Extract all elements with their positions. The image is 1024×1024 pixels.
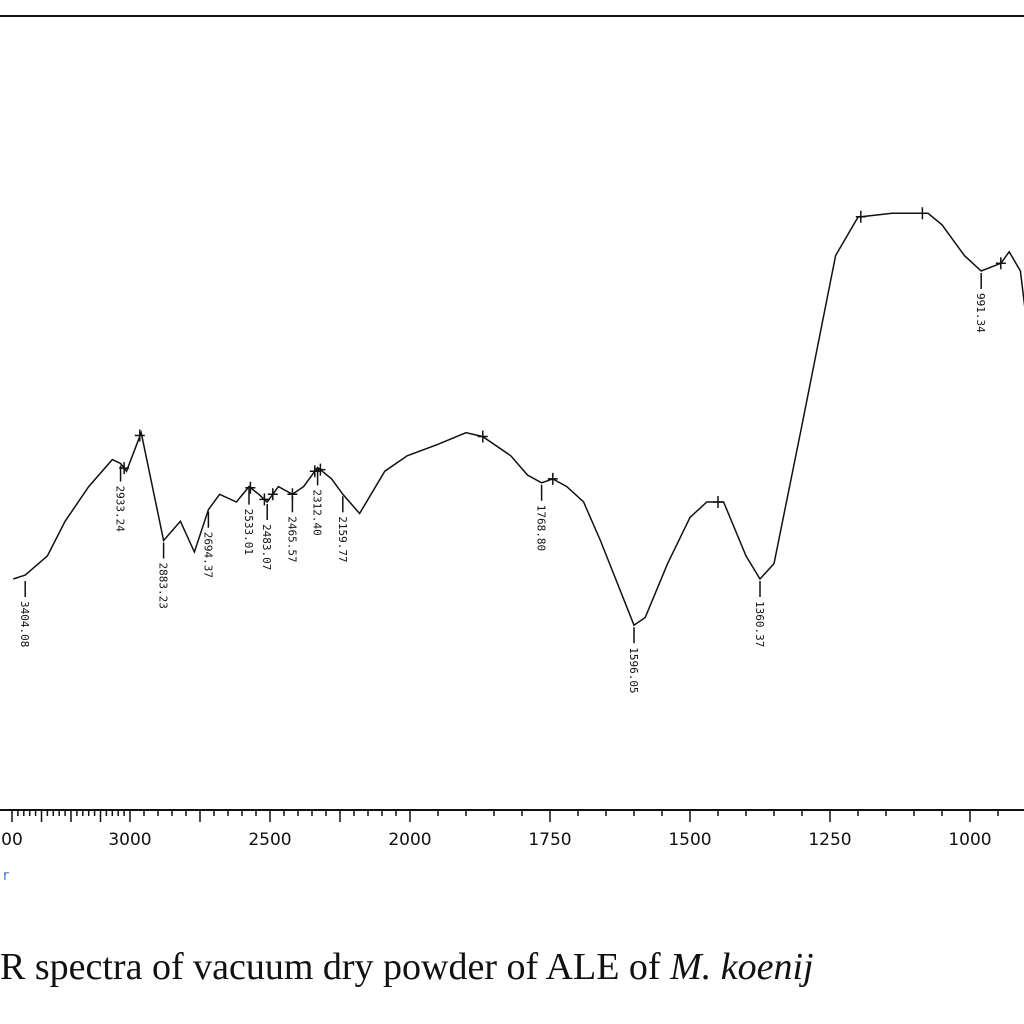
x-tick-label: 1250 bbox=[808, 830, 851, 850]
x-tick-label: 2500 bbox=[248, 830, 291, 850]
x-tick-label: 1750 bbox=[528, 830, 571, 850]
peak-cross-mark bbox=[267, 488, 278, 501]
peak-cross-marks bbox=[119, 207, 1006, 508]
peak-cross-mark bbox=[477, 430, 488, 443]
peak-label: 1360.37 bbox=[753, 601, 766, 647]
peak-label: 2933.24 bbox=[114, 486, 127, 533]
peak-cross-mark bbox=[547, 472, 558, 485]
peak-label: 2533.01 bbox=[242, 509, 255, 555]
peak-label: 2483.07 bbox=[260, 524, 273, 570]
x-tick-label: 1000 bbox=[948, 830, 991, 850]
caption-text: R spectra of vacuum dry powder of ALE of bbox=[0, 946, 671, 988]
peak-cross-mark bbox=[245, 481, 256, 494]
ir-spectrum-chart: 00 3000 2500 2000 1750 1500 1250 1000 3404.08 29… bbox=[0, 15, 1024, 884]
x-axis-tick-labels: 00 3000 2500 2000 1750 1500 1250 1000 bbox=[1, 830, 991, 850]
peak-cross-mark bbox=[134, 429, 145, 442]
peak-cross-mark bbox=[917, 207, 928, 220]
peak-cross-mark bbox=[259, 493, 270, 506]
peak-label: 2465.57 bbox=[285, 516, 298, 562]
x-tick-label: 1500 bbox=[668, 830, 711, 850]
x-tick-label: 2000 bbox=[388, 830, 431, 850]
x-axis-ticks bbox=[11, 810, 999, 822]
peak-label: 1596.05 bbox=[627, 647, 640, 693]
peak-label: 1768.80 bbox=[535, 505, 548, 551]
caption-species: M. koenij bbox=[670, 946, 814, 988]
peak-label: 2159.77 bbox=[336, 516, 349, 562]
x-tick-label: 00 bbox=[1, 830, 23, 850]
peak-label: 2312.40 bbox=[311, 489, 324, 535]
peak-label: 2883.23 bbox=[157, 563, 170, 609]
peak-label: 2694.37 bbox=[201, 532, 214, 578]
peak-cross-mark bbox=[855, 210, 866, 223]
peak-labels: 3404.08 2933.24 2883.23 2694.37 2533.01 2483.… bbox=[18, 273, 987, 694]
x-tick-label: 3000 bbox=[108, 830, 151, 850]
stray-axis-mark: r bbox=[3, 868, 9, 884]
peak-cross-mark bbox=[713, 496, 723, 508]
figure-caption: R spectra of vacuum dry powder of ALE of… bbox=[0, 945, 814, 989]
peak-label: 3404.08 bbox=[18, 601, 31, 647]
peak-cross-mark bbox=[995, 257, 1006, 270]
peak-label: 991.34 bbox=[974, 293, 987, 333]
